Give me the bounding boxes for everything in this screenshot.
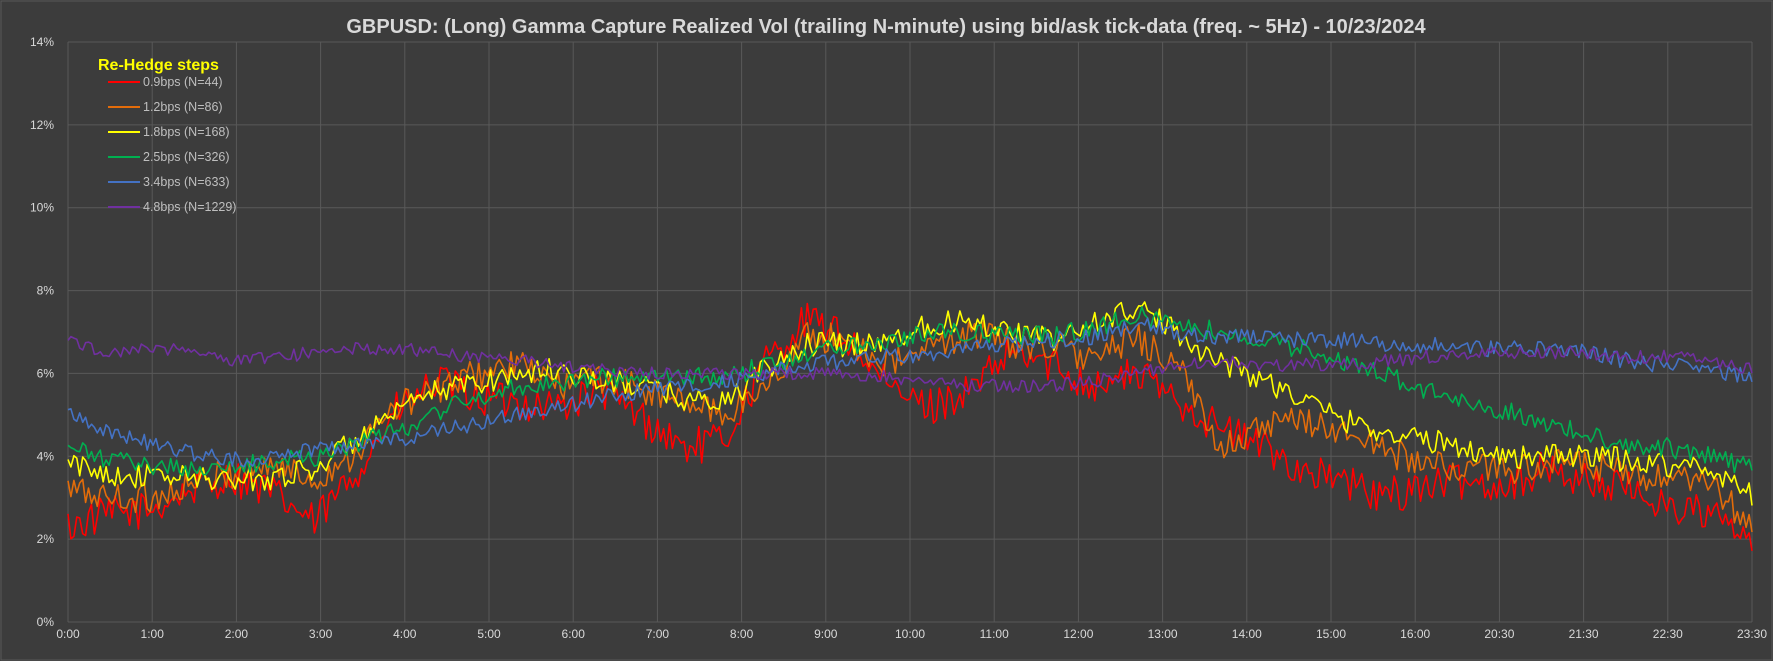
x-tick-label: 21:30 xyxy=(1569,627,1599,641)
y-tick-label: 2% xyxy=(37,532,55,546)
x-tick-label: 5:00 xyxy=(477,627,501,641)
x-tick-label: 16:00 xyxy=(1400,627,1430,641)
x-tick-label: 15:00 xyxy=(1316,627,1346,641)
x-tick-label: 3:00 xyxy=(309,627,333,641)
x-tick-label: 7:00 xyxy=(646,627,670,641)
legend-label: 1.2bps (N=86) xyxy=(143,100,223,114)
legend: Re-Hedge steps 0.9bps (N=44) 1.2bps (N=86… xyxy=(98,57,236,214)
x-tick-label: 13:00 xyxy=(1148,627,1178,641)
y-tick-label: 10% xyxy=(30,201,54,215)
x-tick-label: 4:00 xyxy=(393,627,417,641)
legend-title: Re-Hedge steps xyxy=(98,57,219,74)
x-tick-label: 1:00 xyxy=(141,627,165,641)
legend-label: 4.8bps (N=1229) xyxy=(143,200,236,214)
x-tick-label: 12:00 xyxy=(1063,627,1093,641)
y-tick-label: 8% xyxy=(37,284,55,298)
y-tick-label: 14% xyxy=(30,35,54,49)
series-line xyxy=(67,302,1753,552)
y-tick-label: 0% xyxy=(37,615,55,629)
series-line xyxy=(67,335,1753,393)
x-tick-label: 11:00 xyxy=(980,627,1009,641)
x-tick-label: 6:00 xyxy=(562,627,586,641)
x-tick-label: 8:00 xyxy=(730,627,754,641)
legend-label: 1.8bps (N=168) xyxy=(143,125,230,139)
chart-title: GBPUSD: (Long) Gamma Capture Realized Vo… xyxy=(346,16,1426,38)
x-tick-label: 10:00 xyxy=(895,627,925,641)
x-tick-label: 22:30 xyxy=(1653,627,1683,641)
y-axis: 0% 2% 4% 6% 8% 10% 12% 14% xyxy=(30,35,54,629)
legend-label: 2.5bps (N=326) xyxy=(143,150,230,164)
series-line xyxy=(67,317,1753,468)
x-tick-label: 20:30 xyxy=(1484,627,1514,641)
y-tick-label: 4% xyxy=(37,449,55,463)
x-axis: 0:00 1:00 2:00 3:00 4:00 5:00 6:00 7:00 8:00 9:00… xyxy=(56,627,1767,641)
series-lines xyxy=(67,301,1753,552)
series-line xyxy=(67,306,1753,478)
x-tick-label: 2:00 xyxy=(225,627,249,641)
x-tick-label: 0:00 xyxy=(56,627,80,641)
legend-label: 3.4bps (N=633) xyxy=(143,175,230,189)
x-tick-label: 14:00 xyxy=(1232,627,1262,641)
y-tick-label: 12% xyxy=(30,118,54,132)
x-tick-label: 9:00 xyxy=(814,627,838,641)
x-tick-label: 23:30 xyxy=(1737,627,1767,641)
legend-label: 0.9bps (N=44) xyxy=(143,75,223,89)
y-tick-label: 6% xyxy=(37,366,55,380)
